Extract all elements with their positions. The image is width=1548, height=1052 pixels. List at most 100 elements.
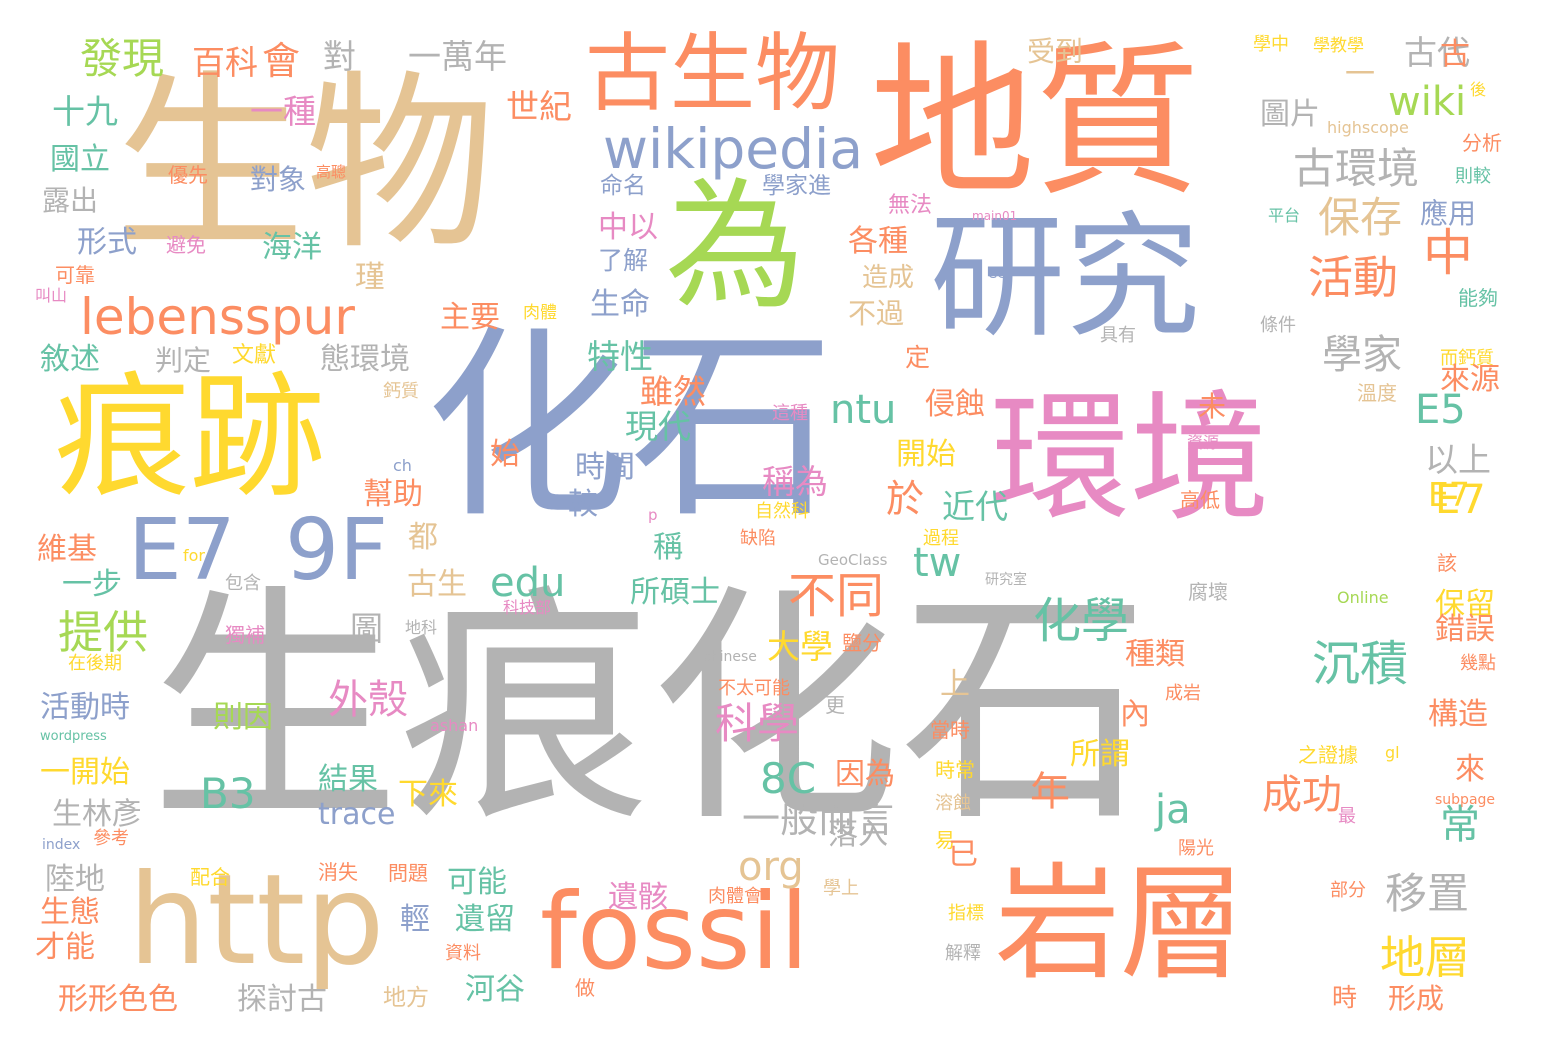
cloud-word: 構造 [1428, 700, 1488, 730]
cloud-word: 維基 [37, 535, 97, 565]
cloud-word: 受到 [1027, 38, 1083, 66]
cloud-word: 形成 [1388, 985, 1444, 1013]
cloud-word: Online [1337, 590, 1389, 606]
cloud-word: 海洋 [262, 233, 322, 263]
cloud-word: 於 [886, 480, 924, 518]
cloud-word: 部分 [1330, 882, 1366, 900]
cloud-word: 發現 [80, 38, 164, 80]
cloud-word: 一開始 [40, 758, 130, 788]
cloud-word: 生林彥 [52, 800, 142, 830]
cloud-word: tw [913, 543, 961, 583]
cloud-word: 平台 [1268, 208, 1300, 224]
cloud-word: subpage [1435, 793, 1495, 807]
cloud-word: 雖然 [640, 375, 706, 408]
cloud-word: 不過 [848, 300, 904, 328]
cloud-word: 外殼 [328, 680, 408, 720]
cloud-word: GC [988, 268, 1006, 280]
cloud-word: 中以 [598, 213, 658, 243]
cloud-word: 後 [1470, 82, 1486, 98]
cloud-word: 當時 [930, 720, 970, 740]
cloud-word: lebensspur [80, 292, 355, 342]
cloud-word: 命名 [600, 175, 646, 198]
cloud-word: 因為 [835, 760, 895, 790]
cloud-word: 陽光 [1178, 840, 1214, 858]
cloud-word: 結果 [318, 765, 378, 795]
cloud-word: 以上 [1425, 443, 1491, 476]
cloud-word: 應用 [1420, 200, 1476, 228]
cloud-word: 一種 [250, 95, 316, 128]
cloud-word: ashan [430, 718, 478, 734]
cloud-word: 對象 [250, 166, 306, 194]
cloud-word: ja [1155, 790, 1191, 830]
cloud-word: 主要 [440, 303, 500, 333]
cloud-word: 分析 [1462, 133, 1502, 153]
cloud-word: 露出 [42, 187, 98, 215]
cloud-word: B3 [200, 773, 256, 815]
cloud-word: 資源 [1187, 435, 1219, 451]
cloud-word: 條件 [1260, 317, 1296, 335]
cloud-word: 輕 [400, 905, 430, 935]
cloud-word: 常 [1440, 805, 1480, 845]
cloud-word: 了解 [598, 248, 648, 273]
cloud-word: 活動 [1308, 255, 1398, 300]
cloud-word: 科學 [715, 703, 799, 745]
cloud-word: 一步 [62, 570, 122, 600]
cloud-word: 消失 [318, 862, 358, 882]
cloud-word: 造成 [862, 265, 914, 291]
cloud-word: 錯誤 [1435, 615, 1495, 645]
cloud-word: 地層 [1380, 935, 1470, 980]
cloud-word: 一 [1345, 60, 1375, 90]
cloud-word: 稱 [653, 533, 683, 563]
cloud-word: 學家 [1322, 335, 1402, 375]
cloud-word: 地科 [405, 620, 437, 636]
cloud-word: 學家進 [762, 175, 831, 198]
cloud-word: 瑾 [355, 263, 385, 293]
cloud-word: 化學 [1033, 597, 1129, 645]
cloud-word: 特性 [587, 340, 653, 373]
cloud-word: 形式 [77, 228, 137, 258]
cloud-word: 形形色色 [58, 985, 178, 1015]
cloud-word: 保存 [1318, 197, 1402, 239]
cloud-word: 之證據 [1298, 745, 1358, 765]
cloud-word: 幫助 [363, 480, 423, 510]
cloud-word: 肉體 [523, 305, 557, 322]
cloud-word: 過程 [923, 530, 959, 548]
cloud-word: edu [490, 563, 565, 603]
cloud-word: 則因 [213, 703, 273, 733]
cloud-word: 時 [1332, 985, 1357, 1010]
cloud-word: 問題 [388, 863, 428, 883]
cloud-word: for [183, 548, 205, 564]
cloud-word: 生態 [40, 898, 100, 928]
cloud-word: 避免 [166, 235, 206, 255]
cloud-word: 肉體會 [708, 888, 762, 906]
cloud-word: 生命 [590, 290, 650, 320]
cloud-word: 做 [575, 978, 595, 998]
cloud-word: 資料 [445, 945, 481, 963]
cloud-word: 缺陷 [740, 530, 776, 548]
cloud-word: 對 [323, 40, 356, 73]
cloud-word: 這種 [772, 405, 808, 423]
cloud-word: 腐壞 [1188, 582, 1228, 602]
cloud-word: 不同 [788, 572, 884, 620]
cloud-word: 沉積 [1312, 640, 1408, 688]
cloud-word: main01 [972, 210, 1017, 222]
cloud-word: 各種 [848, 227, 908, 257]
cloud-word: 岩層 [995, 862, 1245, 987]
cloud-word: 文獻 [232, 345, 276, 367]
cloud-word: 中 [1423, 228, 1473, 278]
cloud-word: 高聰 [316, 165, 346, 180]
cloud-word: 種類 [1125, 640, 1185, 670]
cloud-word: 8C [760, 758, 816, 800]
cloud-word: 成功 [1262, 775, 1342, 815]
cloud-word: 下來 [398, 780, 458, 810]
cloud-word: 具有 [1100, 327, 1136, 345]
cloud-word: wikipedia [603, 122, 863, 177]
cloud-word: 遺骸 [608, 883, 668, 913]
cloud-word: 來源 [1440, 365, 1500, 395]
cloud-word: 幾點 [1460, 655, 1496, 673]
cloud-word: 才能 [35, 933, 95, 963]
cloud-word: 較 [568, 490, 598, 520]
cloud-word: 稱為 [762, 465, 828, 498]
cloud-word: 無法 [888, 195, 932, 217]
